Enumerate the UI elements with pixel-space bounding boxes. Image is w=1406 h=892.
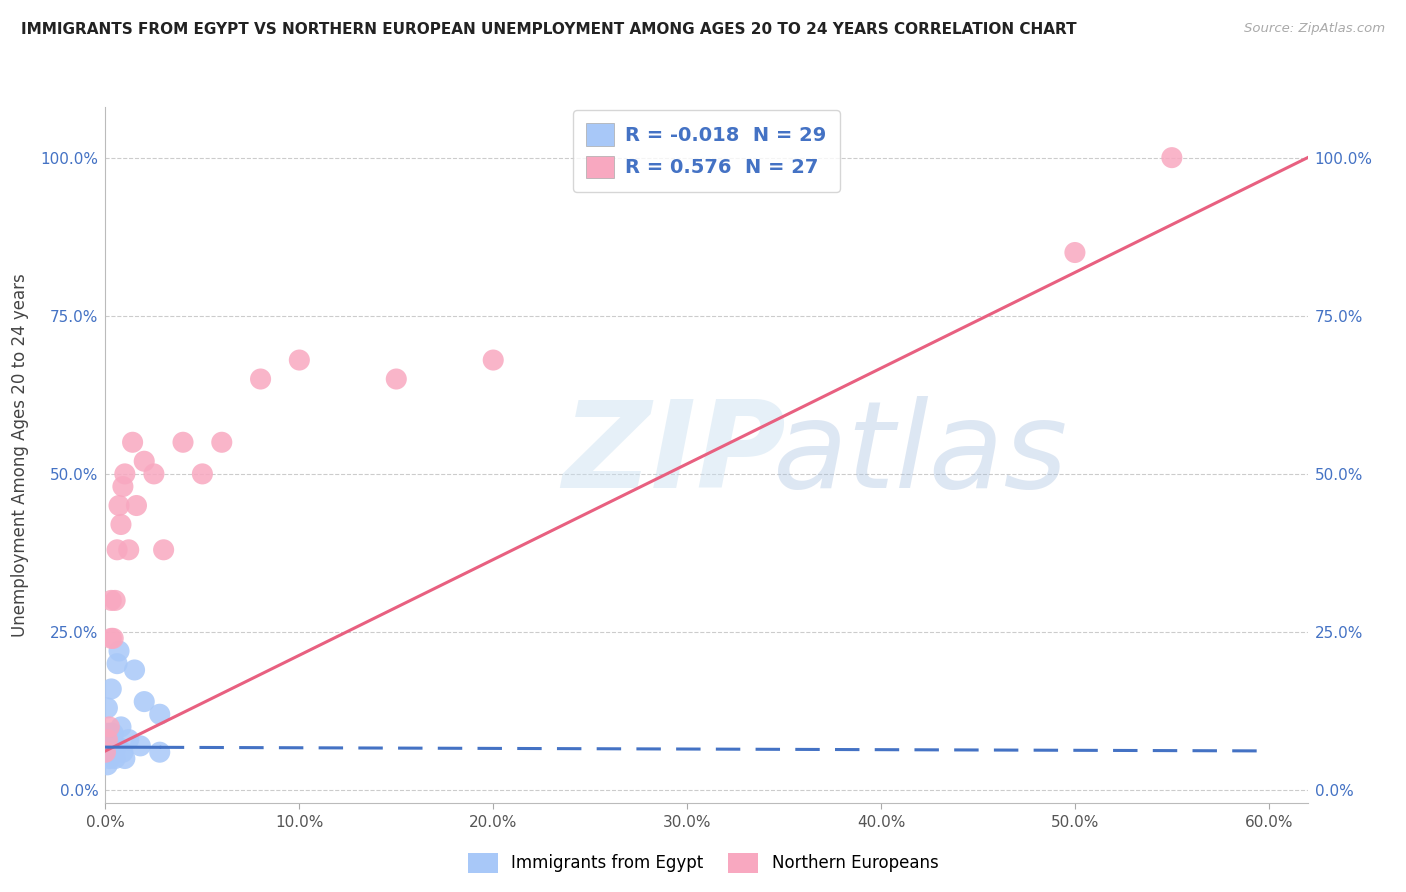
Point [118, 732, 141, 747]
Point [104, 593, 127, 607]
Point [249, 372, 271, 386]
Point [96, 732, 118, 747]
Point [110, 517, 132, 532]
Text: ZIP: ZIP [562, 396, 786, 514]
Point [98, 720, 121, 734]
Y-axis label: Unemployment Among Ages 20 to 24 years: Unemployment Among Ages 20 to 24 years [11, 273, 30, 637]
Point [94, 726, 117, 740]
Point [94, 739, 117, 753]
Legend: Immigrants from Egypt, Northern Europeans: Immigrants from Egypt, Northern European… [461, 847, 945, 880]
Point [172, 435, 194, 450]
Text: atlas: atlas [773, 396, 1069, 514]
Point [134, 695, 156, 709]
Point [96, 757, 118, 772]
Point [114, 467, 136, 481]
Point [152, 542, 174, 557]
Point [103, 745, 125, 759]
Point [105, 657, 128, 671]
Point [105, 739, 128, 753]
Point [149, 707, 172, 722]
Point [149, 745, 172, 759]
Point [96, 732, 118, 747]
Point [1160, 151, 1182, 165]
Point [191, 467, 214, 481]
Point [110, 720, 132, 734]
Point [114, 751, 136, 765]
Point [385, 372, 408, 386]
Legend: R = -0.018  N = 29, R = 0.576  N = 27: R = -0.018 N = 29, R = 0.576 N = 27 [572, 110, 841, 192]
Point [142, 467, 165, 481]
Point [125, 499, 148, 513]
Point [134, 454, 156, 468]
Point [98, 739, 121, 753]
Text: Source: ZipAtlas.com: Source: ZipAtlas.com [1244, 22, 1385, 36]
Point [94, 745, 117, 759]
Point [211, 435, 233, 450]
Point [1064, 245, 1087, 260]
Point [108, 499, 131, 513]
Point [124, 663, 146, 677]
Point [98, 726, 121, 740]
Point [103, 726, 125, 740]
Point [103, 632, 125, 646]
Point [111, 479, 134, 493]
Point [118, 542, 141, 557]
Point [121, 435, 143, 450]
Point [288, 353, 311, 368]
Point [104, 751, 127, 765]
Point [96, 745, 118, 759]
Point [96, 701, 118, 715]
Point [100, 593, 122, 607]
Point [105, 542, 128, 557]
Point [100, 681, 122, 696]
Point [482, 353, 505, 368]
Point [100, 745, 122, 759]
Text: IMMIGRANTS FROM EGYPT VS NORTHERN EUROPEAN UNEMPLOYMENT AMONG AGES 20 TO 24 YEAR: IMMIGRANTS FROM EGYPT VS NORTHERN EUROPE… [21, 22, 1077, 37]
Point [98, 751, 121, 765]
Point [129, 739, 152, 753]
Point [100, 632, 122, 646]
Point [94, 745, 117, 759]
Point [100, 726, 122, 740]
Point [108, 644, 131, 658]
Point [104, 739, 127, 753]
Point [111, 745, 134, 759]
